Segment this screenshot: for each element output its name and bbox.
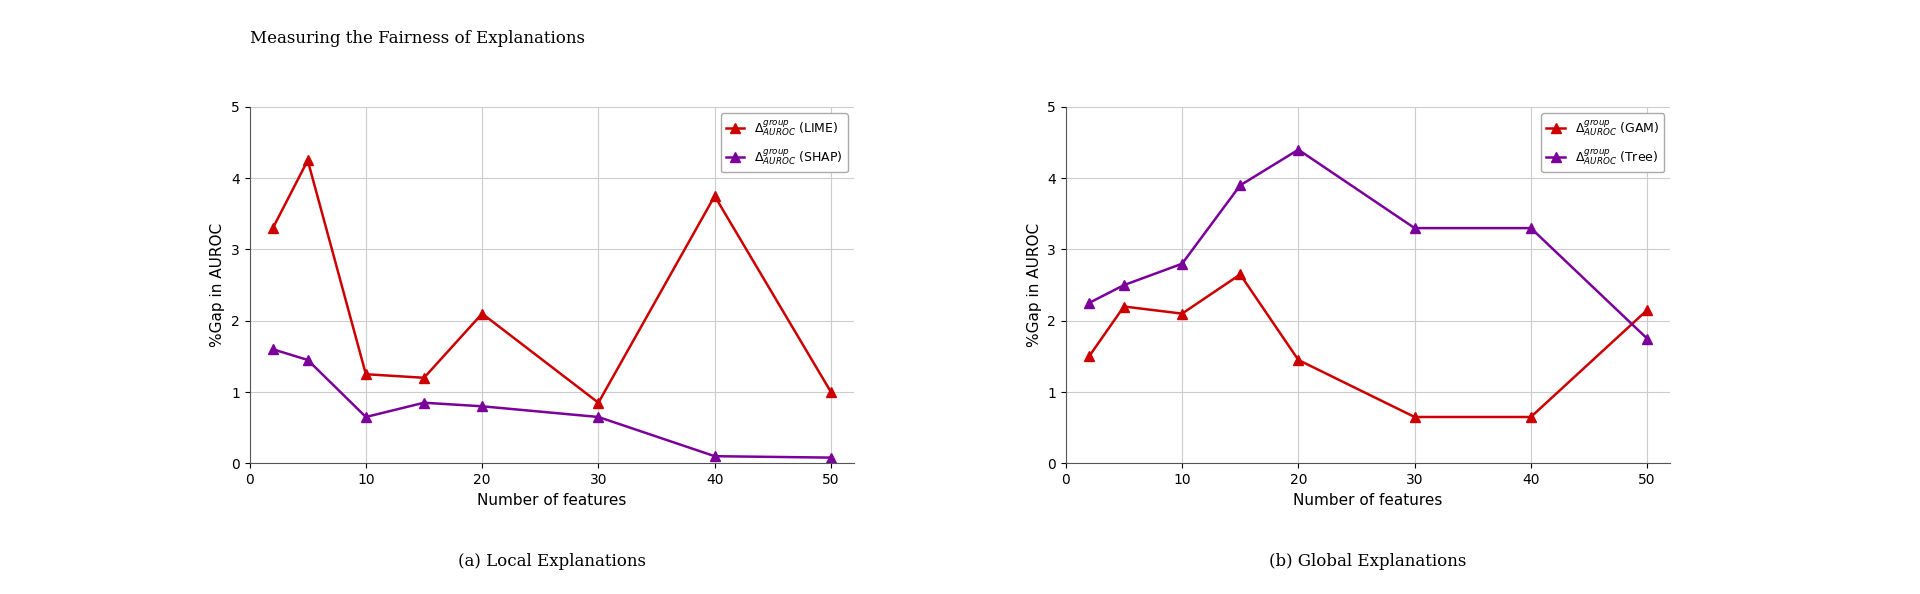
Line: $\Delta_{AUROC}^{group}$ (GAM): $\Delta_{AUROC}^{group}$ (GAM)	[1085, 270, 1651, 422]
$\Delta_{AUROC}^{group}$ (LIME)	[703, 192, 726, 200]
$\Delta_{AUROC}^{group}$ (SHAP)	[703, 453, 726, 460]
X-axis label: Number of features: Number of features	[478, 492, 626, 508]
X-axis label: Number of features: Number of features	[1294, 492, 1442, 508]
Line: $\Delta_{AUROC}^{group}$ (LIME): $\Delta_{AUROC}^{group}$ (LIME)	[269, 156, 835, 407]
$\Delta_{AUROC}^{group}$ (Tree)	[1519, 225, 1542, 232]
$\Delta_{AUROC}^{group}$ (GAM)	[1636, 307, 1659, 314]
$\Delta_{AUROC}^{group}$ (SHAP)	[296, 356, 319, 364]
Text: Measuring the Fairness of Explanations: Measuring the Fairness of Explanations	[250, 30, 584, 47]
$\Delta_{AUROC}^{group}$ (GAM)	[1229, 271, 1252, 278]
$\Delta_{AUROC}^{group}$ (GAM)	[1286, 356, 1309, 364]
$\Delta_{AUROC}^{group}$ (GAM)	[1404, 413, 1427, 421]
$\Delta_{AUROC}^{group}$ (Tree)	[1404, 225, 1427, 232]
$\Delta_{AUROC}^{group}$ (LIME)	[296, 157, 319, 164]
$\Delta_{AUROC}^{group}$ (LIME)	[470, 310, 493, 317]
$\Delta_{AUROC}^{group}$ (LIME)	[820, 388, 843, 396]
$\Delta_{AUROC}^{group}$ (LIME)	[261, 225, 284, 232]
$\Delta_{AUROC}^{group}$ (SHAP)	[470, 403, 493, 410]
$\Delta_{AUROC}^{group}$ (Tree)	[1171, 260, 1194, 267]
$\Delta_{AUROC}^{group}$ (LIME)	[588, 399, 611, 406]
Y-axis label: %Gap in AUROC: %Gap in AUROC	[211, 223, 225, 347]
$\Delta_{AUROC}^{group}$ (SHAP)	[588, 413, 611, 421]
$\Delta_{AUROC}^{group}$ (SHAP)	[820, 454, 843, 461]
Line: $\Delta_{AUROC}^{group}$ (Tree): $\Delta_{AUROC}^{group}$ (Tree)	[1085, 145, 1651, 343]
Legend: $\Delta_{AUROC}^{group}$ (LIME), $\Delta_{AUROC}^{group}$ (SHAP): $\Delta_{AUROC}^{group}$ (LIME), $\Delta…	[720, 113, 849, 172]
Y-axis label: %Gap in AUROC: %Gap in AUROC	[1027, 223, 1043, 347]
$\Delta_{AUROC}^{group}$ (LIME)	[413, 374, 436, 381]
$\Delta_{AUROC}^{group}$ (SHAP)	[261, 346, 284, 353]
$\Delta_{AUROC}^{group}$ (LIME)	[355, 371, 378, 378]
Line: $\Delta_{AUROC}^{group}$ (SHAP): $\Delta_{AUROC}^{group}$ (SHAP)	[269, 345, 835, 463]
Text: (b) Global Explanations: (b) Global Explanations	[1269, 553, 1467, 570]
$\Delta_{AUROC}^{group}$ (Tree)	[1112, 282, 1135, 289]
$\Delta_{AUROC}^{group}$ (Tree)	[1077, 299, 1100, 307]
$\Delta_{AUROC}^{group}$ (GAM)	[1171, 310, 1194, 317]
$\Delta_{AUROC}^{group}$ (GAM)	[1077, 353, 1100, 360]
$\Delta_{AUROC}^{group}$ (Tree)	[1636, 335, 1659, 342]
$\Delta_{AUROC}^{group}$ (SHAP)	[355, 413, 378, 421]
$\Delta_{AUROC}^{group}$ (Tree)	[1286, 146, 1309, 153]
$\Delta_{AUROC}^{group}$ (SHAP)	[413, 399, 436, 406]
Legend: $\Delta_{AUROC}^{group}$ (GAM), $\Delta_{AUROC}^{group}$ (Tree): $\Delta_{AUROC}^{group}$ (GAM), $\Delta_…	[1542, 113, 1665, 172]
$\Delta_{AUROC}^{group}$ (Tree)	[1229, 182, 1252, 189]
$\Delta_{AUROC}^{group}$ (GAM)	[1519, 413, 1542, 421]
$\Delta_{AUROC}^{group}$ (GAM)	[1112, 303, 1135, 310]
Text: (a) Local Explanations: (a) Local Explanations	[457, 553, 645, 570]
